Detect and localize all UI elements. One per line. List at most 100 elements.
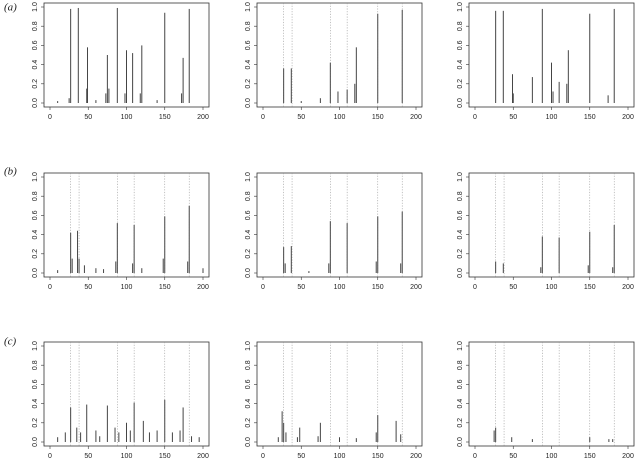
y-tick-label: 0.0	[32, 437, 39, 447]
y-tick-label: 0.6	[32, 379, 39, 389]
y-tick-label: 0.2	[32, 249, 39, 259]
y-tick-label: 0.0	[245, 268, 252, 278]
x-tick-label: 200	[410, 453, 422, 460]
y-tick-label: 1.0	[32, 2, 39, 12]
x-tick-label: 150	[372, 114, 384, 121]
y-tick-label: 1.0	[457, 172, 464, 182]
x-tick-label: 200	[197, 114, 209, 121]
y-tick-label: 0.8	[457, 360, 464, 370]
y-tick-label: 0.6	[457, 210, 464, 220]
y-tick-label: 1.0	[457, 2, 464, 12]
y-tick-label: 0.2	[32, 79, 39, 89]
y-tick-label: 0.4	[457, 60, 464, 70]
y-tick-label: 0.2	[32, 418, 39, 428]
y-tick-label: 1.0	[245, 2, 252, 12]
y-tick-label: 0.8	[32, 360, 39, 370]
y-tick-label: 0.8	[457, 191, 464, 201]
y-tick-label: 0.0	[457, 98, 464, 108]
y-tick-label: 0.8	[245, 360, 252, 370]
y-tick-label: 0.0	[457, 268, 464, 278]
x-tick-label: 150	[372, 453, 384, 460]
x-tick-label: 200	[622, 453, 634, 460]
plot-frame	[43, 172, 210, 278]
x-tick-label: 200	[622, 114, 634, 121]
x-tick-label: 150	[584, 453, 596, 460]
x-tick-label: 200	[410, 114, 422, 121]
row-label: (c)	[4, 336, 17, 348]
y-tick-label: 0.6	[32, 40, 39, 50]
x-tick-label: 100	[546, 453, 558, 460]
x-tick-label: 0	[261, 453, 265, 460]
x-tick-label: 50	[297, 284, 305, 291]
x-tick-label: 150	[159, 114, 171, 121]
y-tick-label: 0.0	[245, 98, 252, 108]
x-tick-label: 50	[84, 114, 92, 121]
y-tick-label: 0.8	[457, 21, 464, 31]
y-tick-label: 0.2	[457, 418, 464, 428]
x-tick-label: 100	[546, 114, 558, 121]
x-tick-label: 0	[261, 114, 265, 121]
plot-frame	[256, 172, 423, 278]
x-tick-label: 200	[410, 284, 422, 291]
y-tick-label: 0.2	[245, 79, 252, 89]
x-tick-label: 100	[121, 453, 133, 460]
x-tick-label: 150	[584, 284, 596, 291]
plot-frame	[468, 341, 635, 447]
plot-frame	[256, 2, 423, 108]
y-tick-label: 1.0	[32, 172, 39, 182]
row-label: (a)	[4, 2, 17, 14]
y-tick-label: 0.8	[32, 191, 39, 201]
row-label: (b)	[4, 166, 17, 178]
x-tick-label: 50	[509, 284, 517, 291]
x-tick-label: 50	[84, 453, 92, 460]
x-tick-label: 150	[159, 453, 171, 460]
y-tick-label: 0.8	[245, 191, 252, 201]
y-tick-label: 1.0	[457, 341, 464, 351]
x-tick-label: 100	[121, 114, 133, 121]
y-tick-label: 0.6	[32, 210, 39, 220]
x-tick-label: 200	[622, 284, 634, 291]
x-tick-label: 100	[334, 453, 346, 460]
x-tick-label: 50	[84, 284, 92, 291]
x-tick-label: 100	[121, 284, 133, 291]
y-tick-label: 0.2	[245, 249, 252, 259]
y-tick-label: 0.4	[245, 60, 252, 70]
x-tick-label: 50	[509, 114, 517, 121]
y-tick-label: 0.6	[245, 40, 252, 50]
y-tick-label: 0.0	[32, 98, 39, 108]
x-tick-label: 100	[334, 284, 346, 291]
x-tick-label: 0	[473, 453, 477, 460]
y-tick-label: 0.8	[32, 21, 39, 31]
y-tick-label: 1.0	[245, 172, 252, 182]
x-tick-label: 0	[48, 284, 52, 291]
y-tick-label: 1.0	[245, 341, 252, 351]
x-tick-label: 0	[261, 284, 265, 291]
x-tick-label: 50	[509, 453, 517, 460]
y-tick-label: 0.4	[32, 399, 39, 409]
y-tick-label: 0.4	[457, 399, 464, 409]
y-tick-label: 0.0	[32, 268, 39, 278]
x-tick-label: 150	[584, 114, 596, 121]
y-tick-label: 0.2	[457, 79, 464, 89]
y-tick-label: 0.0	[457, 437, 464, 447]
y-tick-label: 0.4	[32, 230, 39, 240]
y-tick-label: 0.2	[245, 418, 252, 428]
y-tick-label: 1.0	[32, 341, 39, 351]
x-tick-label: 100	[546, 284, 558, 291]
x-tick-label: 0	[48, 453, 52, 460]
y-tick-label: 0.6	[457, 40, 464, 50]
x-tick-label: 0	[473, 114, 477, 121]
x-tick-label: 200	[197, 284, 209, 291]
y-tick-label: 0.6	[457, 379, 464, 389]
x-tick-label: 150	[372, 284, 384, 291]
y-tick-label: 0.6	[245, 210, 252, 220]
x-tick-label: 0	[48, 114, 52, 121]
y-tick-label: 0.4	[32, 60, 39, 70]
x-tick-label: 50	[297, 114, 305, 121]
y-tick-label: 0.0	[245, 437, 252, 447]
y-tick-label: 0.2	[457, 249, 464, 259]
y-tick-label: 0.4	[245, 230, 252, 240]
y-tick-label: 0.6	[245, 379, 252, 389]
x-tick-label: 200	[197, 453, 209, 460]
